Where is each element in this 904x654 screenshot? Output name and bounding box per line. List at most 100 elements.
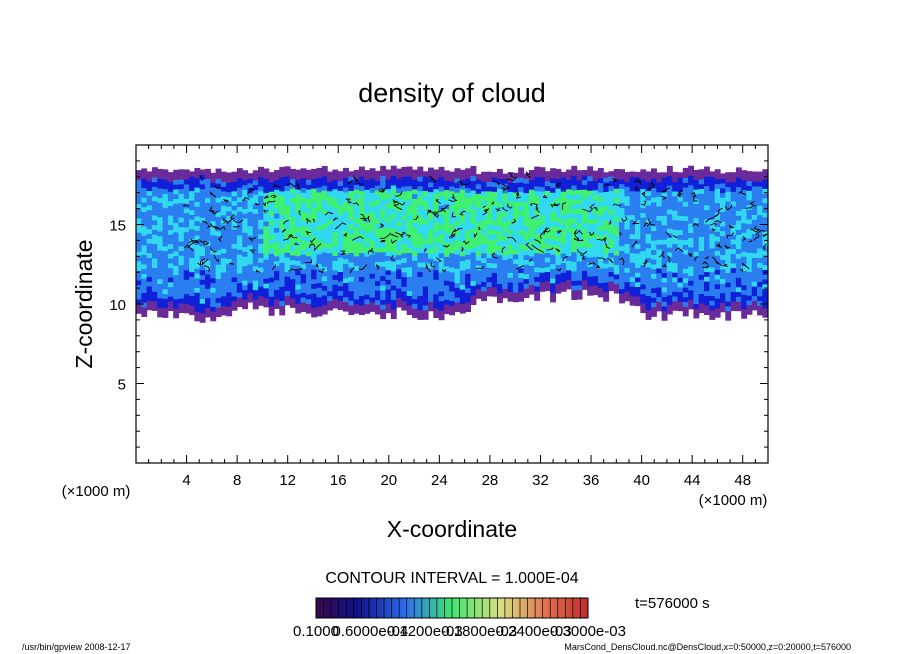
y-tick-label: 5 (118, 377, 126, 394)
heatmap-cell (162, 226, 169, 232)
heatmap-cell (385, 303, 392, 309)
heatmap-cell (603, 186, 610, 192)
heatmap-cell (571, 280, 578, 286)
heatmap-cell (236, 253, 243, 260)
heatmap-cell (215, 187, 222, 194)
heatmap-cell (141, 268, 148, 274)
heatmap-cell (465, 182, 471, 188)
contour-line (318, 267, 325, 274)
heatmap-cell (183, 217, 190, 223)
heatmap-cell (348, 290, 355, 296)
heatmap-cell (433, 298, 440, 304)
heatmap-cell (757, 276, 763, 282)
contour-line (702, 265, 710, 269)
heatmap-cell (587, 266, 594, 272)
heatmap-cell (459, 208, 466, 214)
heatmap-cell (438, 290, 445, 297)
heatmap-cell (497, 269, 503, 275)
heatmap-cell (220, 181, 227, 187)
heatmap-cell (523, 288, 530, 294)
heatmap-cell (236, 220, 243, 226)
heatmap-cell (167, 210, 174, 216)
heatmap-cell (666, 251, 673, 258)
heatmap-cell (369, 239, 376, 246)
heatmap-cell (327, 286, 333, 292)
heatmap-cell (608, 252, 615, 258)
heatmap-cell (295, 212, 302, 218)
heatmap-cell (497, 235, 503, 241)
contour-line (232, 225, 241, 228)
heatmap-cell (491, 219, 498, 226)
heatmap-cell (656, 172, 663, 178)
heatmap-cell (475, 178, 482, 185)
heatmap-cell (735, 210, 742, 216)
heatmap-cell (433, 269, 440, 276)
heatmap-cell (534, 228, 541, 235)
heatmap-cell (597, 282, 604, 288)
heatmap-cell (539, 253, 546, 259)
heatmap-cell (704, 247, 710, 253)
heatmap-cell (279, 310, 286, 316)
heatmap-cell (364, 179, 371, 185)
heatmap-cell (396, 221, 402, 227)
heatmap-cell (597, 287, 604, 293)
heatmap-cell (252, 284, 259, 291)
heatmap-cell (220, 238, 227, 244)
heatmap-cell (199, 264, 206, 271)
heatmap-cell (263, 173, 270, 179)
heatmap-cell (507, 186, 514, 192)
heatmap-cell (359, 204, 365, 211)
y-tick-label: 10 (109, 297, 126, 314)
heatmap-cell (629, 181, 636, 187)
heatmap-cell (581, 227, 588, 233)
heatmap-cell (433, 226, 440, 233)
heatmap-cell (449, 257, 456, 263)
heatmap-cell (151, 262, 158, 268)
heatmap-cell (258, 290, 264, 297)
heatmap-cell (321, 213, 328, 220)
heatmap-cell (587, 190, 594, 196)
heatmap-cell (507, 286, 514, 292)
heatmap-cell (555, 250, 562, 256)
heatmap-cell (481, 228, 487, 235)
heatmap-cell (167, 238, 174, 245)
heatmap-cell (274, 303, 280, 309)
heatmap-cell (236, 191, 243, 198)
heatmap-cell (725, 272, 732, 278)
heatmap-cell (725, 315, 732, 321)
heatmap-cell (470, 299, 477, 305)
contour-line (636, 179, 642, 185)
heatmap-cell (220, 205, 227, 211)
heatmap-cell (666, 213, 673, 219)
heatmap-cell (491, 286, 498, 292)
heatmap-cell (226, 234, 233, 240)
heatmap-cell (167, 181, 174, 187)
heatmap-cell (433, 307, 440, 314)
heatmap-cell (220, 291, 227, 297)
x-tick-label: 40 (633, 472, 650, 489)
contour-line (473, 232, 478, 239)
heatmap-cell (189, 276, 195, 282)
heatmap-cell (422, 290, 429, 296)
heatmap-cell (757, 200, 763, 206)
heatmap-cell (720, 254, 726, 260)
heatmap-cell (173, 207, 180, 214)
heatmap-cell (295, 174, 302, 180)
heatmap-cell (412, 169, 418, 175)
heatmap-cell (348, 180, 355, 187)
heatmap-cell (603, 229, 610, 235)
heatmap-cell (364, 232, 371, 238)
heatmap-cell (369, 273, 376, 279)
contour-line (738, 190, 746, 196)
heatmap-cell (720, 192, 726, 198)
heatmap-cell (380, 256, 387, 262)
heatmap-cell (523, 235, 530, 241)
heatmap-cell (311, 192, 318, 199)
contour-line (199, 175, 203, 181)
heatmap-cell (592, 180, 599, 186)
heatmap-cell (555, 269, 562, 275)
heatmap-cell (199, 169, 206, 175)
heatmap-cell (512, 177, 519, 183)
heatmap-cell (576, 179, 583, 186)
heatmap-cell (194, 187, 201, 193)
